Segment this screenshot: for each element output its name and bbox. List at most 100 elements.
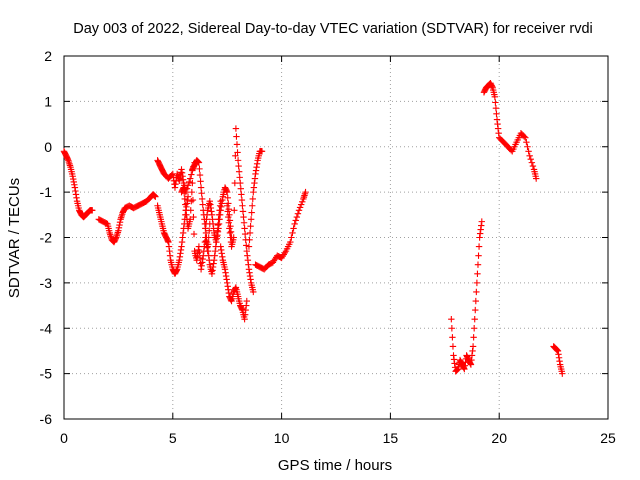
data-point-interp [475,252,482,259]
data-point-interp [119,211,126,218]
data-point-interp [527,156,534,163]
axis-ticks [63,55,609,420]
data-point-interp [212,236,219,243]
data-point [245,243,253,250]
data-point-interp [263,263,270,271]
data-point-interp [238,196,246,204]
data-point-interp [469,347,476,355]
data-point-interp [454,366,461,373]
data-point-interp [206,200,213,207]
data-point-interp [243,242,250,249]
data-point-interp [186,218,193,225]
data-point-interp [240,219,248,226]
data-point-interp [245,261,252,268]
data-point-interp [492,99,499,106]
data-point-interp [225,289,233,297]
series-seg14 [550,343,566,377]
data-point-interp [238,191,245,198]
series-seg9 [224,125,257,296]
data-point-interp [237,185,244,192]
data-point-interp [247,276,254,283]
data-point-interp [523,139,530,146]
data-point-interp [224,208,231,215]
data-point-interp [219,196,226,204]
grid-lines [64,56,608,419]
y-tick-label: 2 [44,48,52,64]
data-point-interp [498,136,505,144]
data-point-interp [556,357,563,365]
data-point-interp [493,110,500,118]
data-point-interp [491,91,498,98]
data-point-interp [495,129,502,137]
data-point [234,157,242,164]
data-point-interp [177,246,185,254]
data-point-interp [136,201,144,208]
data-point-interp [181,190,188,197]
data-point-interp [196,249,203,256]
data-point-interp [199,255,206,263]
data-point [189,179,196,187]
data-point-interp [156,209,163,216]
data-point [474,270,481,277]
data-point-interp [299,198,306,205]
chart-title: Day 003 of 2022, Sidereal Day-to-day VTE… [73,21,593,37]
data-point-interp [240,213,247,221]
data-point-interp [208,208,215,215]
data-point-interp [470,325,478,332]
data-point-interp [529,162,537,170]
data-point-interp [196,171,204,179]
data-point-interp [105,227,113,234]
data-point-interp [448,325,456,332]
data-point-interp [554,347,561,354]
x-tick-label: 25 [600,430,616,446]
x-tick-label: 10 [274,430,290,446]
data-point-interp [225,219,233,226]
data-point-interp [173,267,180,274]
data-point-interp [231,207,238,214]
data-point-interp [474,261,482,268]
data-point-interp [524,143,531,150]
data-point-interp [249,202,256,209]
data-point-interp [214,228,222,236]
data-point-interp [235,162,242,170]
data-point-interp [249,195,256,203]
data-point-interp [478,222,485,229]
data-point-interp [169,263,176,271]
data-point-interp [198,190,205,197]
data-point-interp [88,207,95,214]
data-point [197,184,205,191]
data-point-interp [475,243,483,250]
data-point-interp [492,104,500,112]
data-point-interp [470,334,477,341]
data-point-interp [528,159,536,166]
data-point-interp [519,132,527,139]
data-point-interp [75,204,82,212]
data-point-interp [239,208,247,215]
data-point-interp [185,178,193,186]
y-tick-labels: -6 -5 -4 -3 -2 -1 0 1 2 [40,48,53,427]
data-point-interp [246,236,253,243]
series-seg1 [60,148,96,221]
data-point-interp [73,194,80,201]
data-point [291,220,298,228]
data-point-interp [488,83,496,90]
series-seg10 [245,148,266,250]
data-point-interp [297,201,305,208]
data-point-interp [253,160,261,167]
series-seg3 [154,193,192,277]
data-point-interp [294,210,302,217]
data-point-interp [189,196,197,204]
data-point-interp [238,305,246,313]
data-point-interp [203,238,211,246]
data-point-interp [160,227,167,234]
data-point-interp [231,179,239,187]
data-point-interp [151,192,159,200]
data-point-interp [132,203,140,211]
x-tick-label: 15 [383,430,399,446]
data-point-interp [141,199,148,206]
data-point-interp [286,241,293,248]
data-point-interp [227,296,235,304]
x-tick-label: 20 [491,430,507,446]
data-point-interp [254,262,261,270]
data-point-interp [175,259,182,266]
